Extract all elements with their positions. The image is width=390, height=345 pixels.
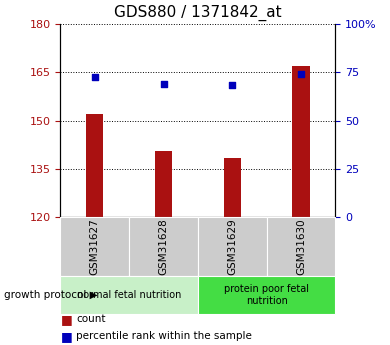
Text: GSM31629: GSM31629 [227,218,237,275]
Bar [224,158,241,217]
Text: GSM31628: GSM31628 [159,218,168,275]
Bar [86,114,103,217]
Point [298,71,304,77]
Text: ■: ■ [60,313,72,326]
Point [160,81,167,87]
Text: GSM31627: GSM31627 [90,218,100,275]
Bar [267,217,335,276]
Bar [60,276,198,314]
Text: ■: ■ [60,330,72,343]
Text: normal fetal nutrition: normal fetal nutrition [77,290,181,300]
Text: GSM31630: GSM31630 [296,218,306,275]
Text: growth protocol ▶: growth protocol ▶ [4,290,98,300]
Text: percentile rank within the sample: percentile rank within the sample [76,332,252,341]
Point [92,75,98,80]
Title: GDS880 / 1371842_at: GDS880 / 1371842_at [114,5,282,21]
Bar [60,217,129,276]
Text: count: count [76,314,106,324]
Bar [198,276,335,314]
Bar [198,217,267,276]
Bar [155,151,172,217]
Text: protein poor fetal
nutrition: protein poor fetal nutrition [224,284,309,306]
Bar [292,66,310,217]
Bar [129,217,198,276]
Point [229,82,236,88]
